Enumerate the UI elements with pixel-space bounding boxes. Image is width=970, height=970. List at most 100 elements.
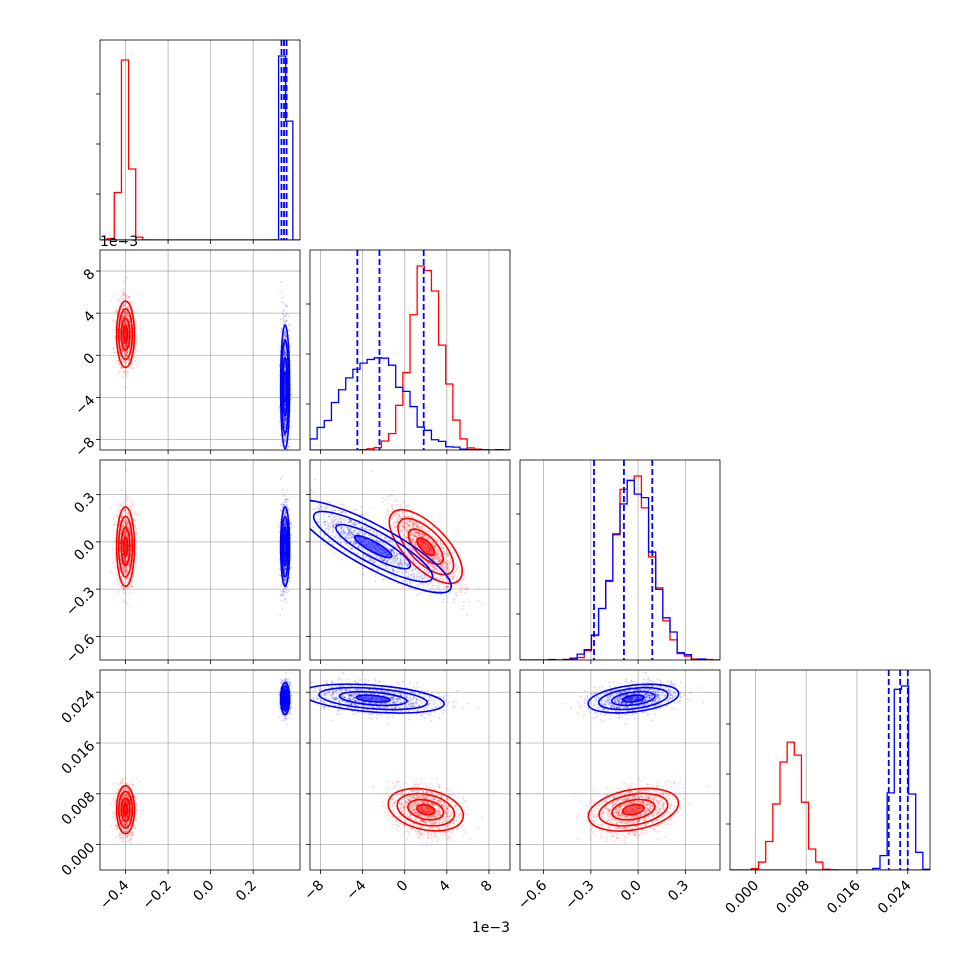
scatter-point (122, 342, 125, 345)
scatter-point (288, 580, 291, 583)
scatter-point (135, 532, 137, 535)
scatter-point (114, 547, 117, 550)
scatter-point (130, 362, 133, 365)
scatter-point (125, 577, 127, 580)
contour-line (117, 515, 134, 578)
scatter-point (280, 330, 282, 333)
scatter-point (124, 350, 127, 353)
scatter-point (135, 337, 138, 339)
scatter-point (128, 562, 131, 565)
scatter-point (284, 568, 287, 570)
scatter-point (124, 561, 127, 564)
scatter-point (125, 523, 128, 526)
scatter-point (126, 577, 129, 580)
scatter-point (122, 568, 125, 571)
scatter-point (283, 343, 286, 346)
scatter-point (284, 419, 287, 422)
scatter-point (125, 534, 128, 537)
scatter-point (128, 526, 130, 529)
scatter-point (117, 359, 120, 362)
scatter-point (284, 329, 286, 332)
scatter-point (284, 354, 287, 357)
scatter-point (112, 347, 115, 350)
scatter-point (129, 344, 132, 347)
scatter-point (122, 599, 125, 601)
scatter-point (128, 358, 130, 361)
scatter-point (116, 591, 118, 594)
scatter-point (284, 403, 287, 406)
scatter-point (278, 559, 281, 562)
scatter-point (122, 524, 125, 527)
scatter-point (284, 534, 287, 537)
scatter-point (122, 342, 125, 344)
scatter-point (124, 320, 127, 323)
scatter-point (128, 527, 131, 530)
hist-panel-1 (306, 249, 511, 454)
scatter-point (124, 569, 127, 572)
scatter-point (125, 525, 128, 528)
scatter-point (284, 419, 286, 422)
scatter-point (134, 552, 137, 555)
scatter-point (122, 565, 125, 568)
scatter-point (130, 311, 132, 314)
scatter-point (121, 567, 124, 570)
scatter-point (290, 393, 293, 396)
scatter-point (126, 352, 129, 354)
scatter-point (123, 304, 126, 306)
scatter-point (282, 591, 285, 594)
scatter-point (122, 520, 125, 522)
scatter-point (121, 315, 124, 318)
scatter-point (284, 331, 287, 333)
scatter-point (126, 370, 129, 373)
scatter-point (122, 349, 125, 352)
scatter-point (115, 360, 118, 363)
scatter-point (129, 498, 132, 501)
scatter-point (281, 503, 284, 506)
scatter-point (121, 524, 124, 527)
scatter-point (125, 352, 128, 355)
scatter-point (131, 367, 134, 369)
scatter-point (130, 583, 133, 586)
scatter-point (121, 349, 124, 352)
scatter-point (122, 533, 125, 536)
scatter-point (123, 345, 126, 348)
scatter-point (121, 505, 124, 508)
scatter-point (283, 418, 286, 421)
scatter-point (285, 566, 287, 569)
scatter-point (134, 317, 136, 320)
y-tick-label: −4 (72, 392, 98, 418)
scatter-point (282, 501, 285, 504)
scatter-point (122, 581, 125, 584)
scatter-point (127, 513, 130, 516)
scatter-point (123, 322, 126, 325)
scatter-point (290, 534, 292, 537)
scatter-point (284, 533, 286, 536)
scatter-point (283, 525, 286, 527)
scatter-point (280, 594, 283, 597)
scatter-point (125, 571, 128, 574)
scatter-point (286, 454, 288, 456)
scatter-point (123, 509, 126, 512)
scatter-point (112, 516, 115, 518)
scatter-point (123, 508, 126, 511)
scatter-point (125, 343, 128, 345)
scatter-point (121, 525, 124, 528)
scatter-point (123, 577, 126, 580)
scatter-point (116, 579, 118, 581)
scatter-point (117, 577, 120, 580)
scatter-point (284, 522, 287, 525)
scatter-point (283, 331, 286, 334)
scatter-point (282, 316, 285, 319)
scatter-point (114, 328, 117, 331)
scatter-point (121, 529, 123, 531)
scatter-point (124, 346, 127, 349)
scatter-point (279, 599, 282, 602)
scatter-point (125, 373, 128, 376)
scatter-point (281, 476, 283, 478)
scatter-point (122, 587, 125, 590)
scatter-point (124, 562, 127, 565)
scatter-point (120, 320, 123, 323)
scatter-point (290, 533, 292, 536)
scatter-point (126, 341, 129, 344)
scatter-point (124, 342, 127, 345)
